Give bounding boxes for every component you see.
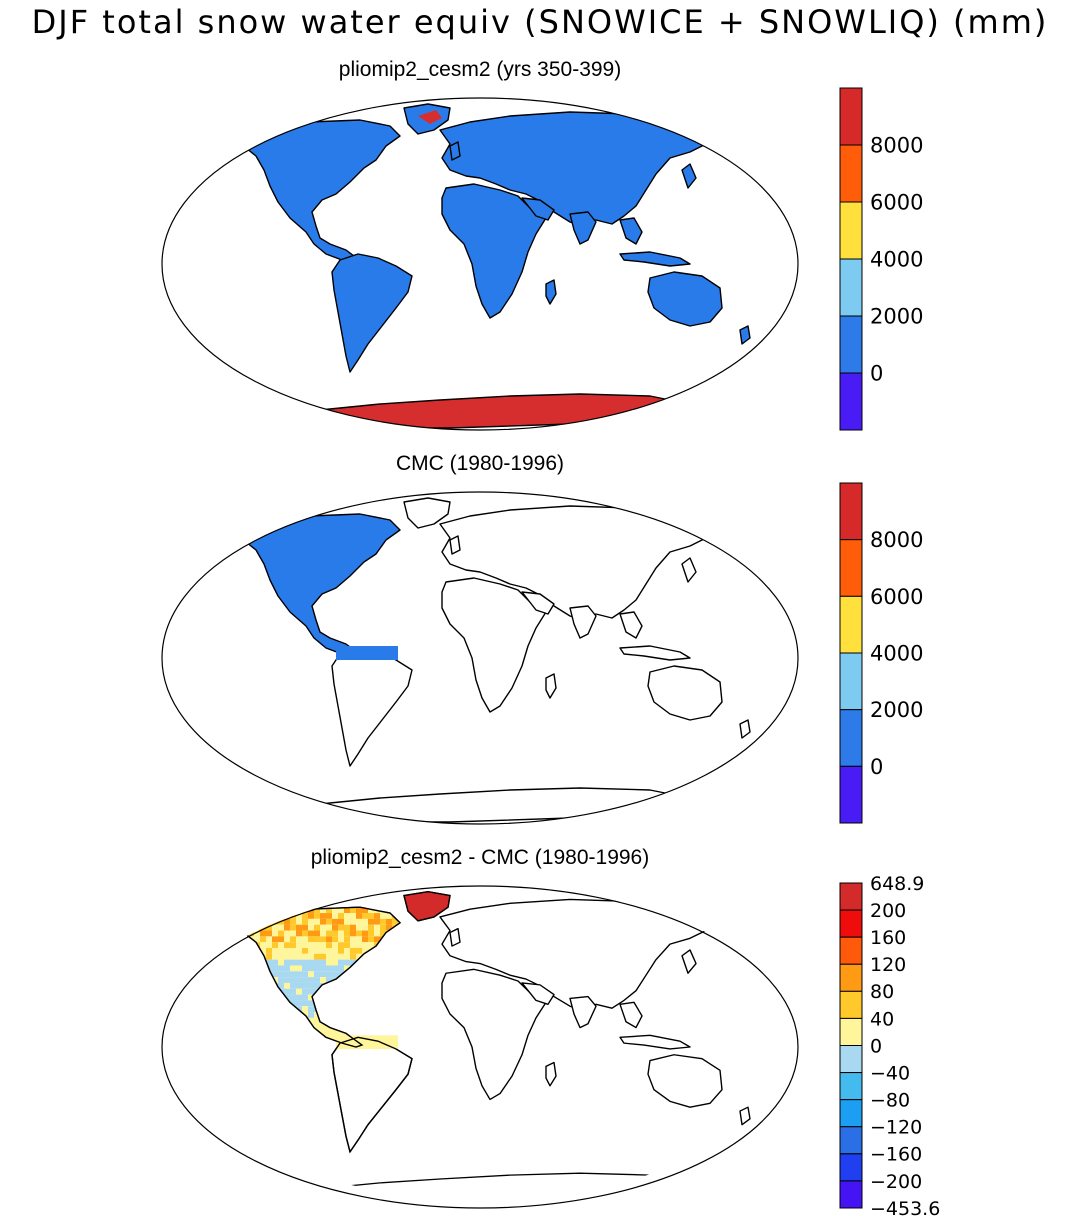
landmass-africa [441, 577, 547, 713]
landmass-india [569, 605, 597, 639]
colorbar-swatch [839, 1017, 863, 1047]
landmass-japan [681, 163, 697, 189]
colorbar-swatch [839, 539, 863, 597]
landmass-australia [647, 1054, 723, 1108]
colorbar-swatch [839, 936, 863, 965]
colorbar-swatch [839, 1099, 863, 1128]
colorbar-swatch [839, 1153, 863, 1182]
colorbar-swatch [839, 709, 863, 767]
colorbar-swatch [839, 201, 863, 260]
landmass-japan [681, 557, 697, 583]
landmass-uk [449, 927, 461, 947]
colorbar-swatch [839, 1126, 863, 1155]
colorbar-swatch [839, 652, 863, 711]
world-map-diff [161, 885, 799, 1209]
obs-coverage-strip [336, 646, 398, 660]
colorbar-label: 120 [870, 954, 906, 976]
landmass-arabia [521, 197, 555, 221]
colorbar-label: 200 [870, 900, 906, 922]
colorbar-swatch [839, 963, 863, 992]
landmass-newZealand [739, 1106, 751, 1126]
colorbar-swatch [839, 315, 863, 374]
colorbar-label: −80 [870, 1090, 910, 1112]
colorbar-label: −120 [870, 1117, 922, 1139]
colorbar-label: 0 [870, 362, 883, 386]
landmass-indonesia [619, 1034, 691, 1050]
panel-title-obs: CMC (1980-1996) [395, 452, 565, 475]
figure-title: DJF total snow water equiv (SNOWICE + SN… [31, 3, 1049, 41]
landmass-antarctica [269, 787, 691, 823]
colorbar-swatch [839, 258, 863, 317]
panel-title-model: pliomip2_cesm2 (yrs 350-399) [338, 58, 622, 81]
landmass-uk [449, 141, 461, 161]
colorbar-label: −200 [870, 1171, 922, 1193]
landmass-southAmerica [331, 253, 413, 373]
colorbar-swatch [839, 1072, 863, 1101]
landmass-uk [449, 535, 461, 555]
colorbar-label: 4000 [870, 642, 923, 666]
colorbar-swatch [839, 372, 863, 431]
colorbar-label: 0 [870, 755, 883, 779]
colorbar-swatch [839, 1180, 863, 1209]
colorbar-label: 2000 [870, 698, 923, 722]
landmass-madagascar [545, 279, 557, 305]
landmass-antarctica [269, 393, 691, 429]
colorbar-swatch [839, 882, 863, 911]
colorbar-swatch [839, 87, 863, 146]
colorbar-label: 6000 [870, 585, 923, 609]
world-map-obs [161, 491, 799, 825]
landmass-northAmerica [233, 119, 401, 265]
landmass-madagascar [545, 1061, 557, 1087]
landmass-africa [441, 183, 547, 319]
colorbar-label: −453.6 [870, 1198, 940, 1216]
landmass-newZealand [739, 325, 751, 345]
colorbar-label: 8000 [870, 528, 923, 552]
landmass-seAsia [619, 611, 643, 639]
colorbar-swatch [839, 990, 863, 1019]
landmass-india [569, 995, 597, 1029]
colorbar-swatch [839, 909, 863, 938]
colorbar-diff: 648.9 200 160 120 80 40 0 −40 −80 −120 −160 −200 −45… [839, 873, 940, 1216]
colorbar-swatch [839, 144, 863, 203]
colorbar-label: −40 [870, 1062, 910, 1084]
landmass-japan [681, 949, 697, 974]
landmass-indonesia [619, 251, 691, 267]
colorbar-label: −160 [870, 1144, 922, 1166]
colorbar-obs: 8000 6000 4000 2000 0 [839, 482, 923, 824]
landmass-seAsia [619, 217, 643, 245]
colorbar-label: 648.9 [870, 873, 924, 895]
landmass-indonesia [619, 645, 691, 661]
landmass-australia [647, 665, 723, 721]
colorbar-label: 0 [870, 1035, 882, 1057]
landmass-madagascar [545, 673, 557, 699]
colorbar-swatch [839, 1045, 863, 1074]
landmass-africa [441, 968, 547, 1101]
colorbar-swatch [839, 765, 863, 824]
colorbar-label: 80 [870, 981, 894, 1003]
colorbar-model: 8000 6000 4000 2000 0 [839, 87, 923, 431]
world-map-model [161, 97, 799, 431]
landmass-arabia [521, 591, 555, 615]
colorbar-swatch [839, 482, 863, 541]
colorbar-label: 160 [870, 927, 906, 949]
diff-coverage-strip [336, 1035, 398, 1049]
landmass-india [569, 211, 597, 245]
panel-title-diff: pliomip2_cesm2 - CMC (1980-1996) [310, 846, 650, 869]
greenland-high-swe [418, 110, 442, 124]
colorbar-swatch [839, 595, 863, 654]
colorbar-label: 6000 [870, 191, 923, 215]
colorbar-label: 4000 [870, 248, 923, 272]
landmass-newZealand [739, 719, 751, 739]
greenland-positive-bias [403, 891, 451, 922]
colorbar-label: 2000 [870, 305, 923, 329]
colorbar-label: 40 [870, 1008, 894, 1030]
landmass-australia [647, 271, 723, 327]
landmass-arabia [521, 982, 555, 1005]
landmass-greenland [403, 497, 451, 529]
landmass-seAsia [619, 1001, 643, 1029]
colorbar-label: 8000 [870, 134, 923, 158]
